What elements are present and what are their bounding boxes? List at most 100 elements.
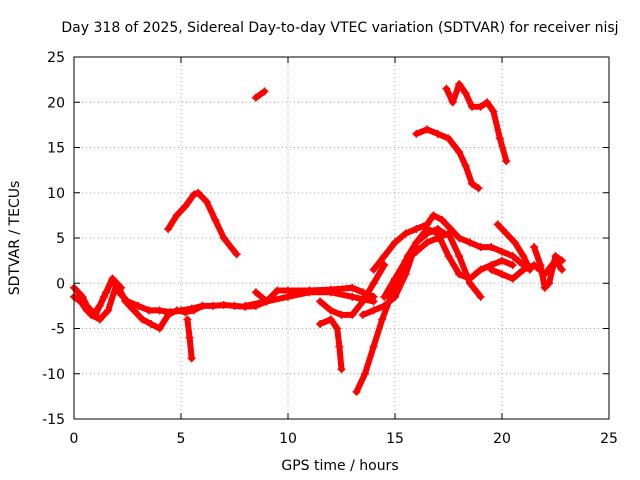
data-point	[433, 234, 442, 242]
data-point	[181, 308, 190, 317]
data-point	[305, 288, 314, 297]
data-point	[476, 292, 485, 301]
y-axis-label: SDTVAR / TECUs	[7, 181, 23, 296]
data-point	[498, 270, 506, 279]
data-point	[508, 274, 517, 283]
data-point	[333, 324, 342, 333]
data-point	[412, 247, 421, 256]
data-point	[358, 310, 367, 319]
data-point	[476, 265, 485, 274]
data-point	[508, 261, 517, 270]
data-point	[502, 157, 511, 166]
data-point	[412, 238, 421, 247]
data-point	[391, 292, 399, 301]
data-point	[448, 98, 457, 107]
x-tick-label: 5	[177, 431, 186, 447]
y-axis-ticks: -15 -10 -5 0 5 10 15 20 25	[42, 50, 609, 428]
series-trace-16	[442, 80, 511, 166]
data-point	[361, 369, 370, 378]
series-trace-5	[164, 188, 241, 259]
data-point	[369, 297, 378, 306]
series-marker-edge	[445, 83, 508, 163]
grid	[74, 57, 609, 419]
series-trace-8	[241, 288, 378, 310]
data-point	[155, 306, 164, 315]
data-point	[172, 211, 181, 220]
data-point	[465, 279, 474, 288]
data-point	[412, 224, 421, 233]
series-trace-9	[316, 315, 346, 374]
data-point	[455, 270, 464, 279]
data-point	[104, 306, 113, 315]
series-trace-12	[358, 224, 517, 319]
data-point	[82, 301, 91, 310]
data-point	[489, 107, 498, 116]
data-point	[498, 247, 506, 256]
data-point	[423, 220, 432, 229]
data-point	[172, 306, 181, 315]
series-trace-17	[493, 220, 534, 274]
series-marker-edge	[254, 90, 266, 99]
data-point	[468, 102, 477, 111]
data-point	[117, 283, 126, 292]
data-point	[74, 288, 83, 297]
data-point	[164, 310, 173, 319]
data-point	[189, 190, 198, 199]
data-point	[348, 283, 357, 292]
data-point	[348, 310, 357, 319]
x-axis-label: GPS time / hours	[281, 458, 398, 474]
data-point	[540, 283, 549, 292]
data-point	[557, 265, 566, 274]
data-point	[401, 256, 410, 265]
x-tick-label: 0	[70, 431, 79, 447]
data-point	[108, 274, 117, 283]
x-tick-label: 25	[600, 431, 618, 447]
data-point	[487, 243, 496, 252]
y-tick-label: 0	[56, 276, 65, 292]
y-tick-label: 20	[47, 95, 65, 111]
series-trace-10	[316, 261, 389, 319]
data-point	[380, 261, 389, 270]
data-point	[423, 125, 432, 134]
data-point	[487, 265, 496, 274]
data-point	[438, 215, 447, 224]
data-point	[189, 306, 198, 315]
data-point	[519, 265, 528, 274]
data-point	[369, 265, 378, 274]
data-point	[219, 234, 228, 242]
data-point	[369, 279, 378, 288]
data-point	[185, 333, 194, 342]
data-point	[121, 297, 130, 306]
series-trace-13	[380, 229, 485, 301]
data-point	[412, 129, 421, 138]
data-point	[476, 243, 485, 252]
data-point	[510, 238, 519, 247]
data-point	[391, 238, 399, 247]
y-tick-label: -15	[42, 412, 65, 428]
data-point	[551, 252, 560, 261]
data-point	[99, 292, 108, 301]
data-point	[326, 306, 335, 315]
data-point	[455, 252, 464, 261]
x-tick-label: 20	[493, 431, 511, 447]
data-point	[391, 274, 399, 283]
data-point	[442, 84, 451, 93]
data-point	[401, 229, 410, 238]
data-point	[326, 288, 335, 297]
data-point	[211, 215, 220, 224]
data-point	[337, 365, 346, 374]
chart-title: Day 318 of 2025, Sidereal Day-to-day VTE…	[61, 20, 618, 36]
data-point	[260, 87, 269, 96]
y-tick-label: 5	[56, 231, 65, 247]
data-point	[202, 197, 211, 206]
data-point	[446, 224, 455, 233]
data-point	[495, 134, 504, 143]
data-point	[493, 220, 502, 229]
data-point	[380, 301, 389, 310]
data-point	[369, 342, 378, 351]
data-point	[198, 301, 207, 310]
data-point	[380, 252, 389, 261]
data-point	[284, 292, 292, 301]
data-point	[348, 292, 357, 301]
